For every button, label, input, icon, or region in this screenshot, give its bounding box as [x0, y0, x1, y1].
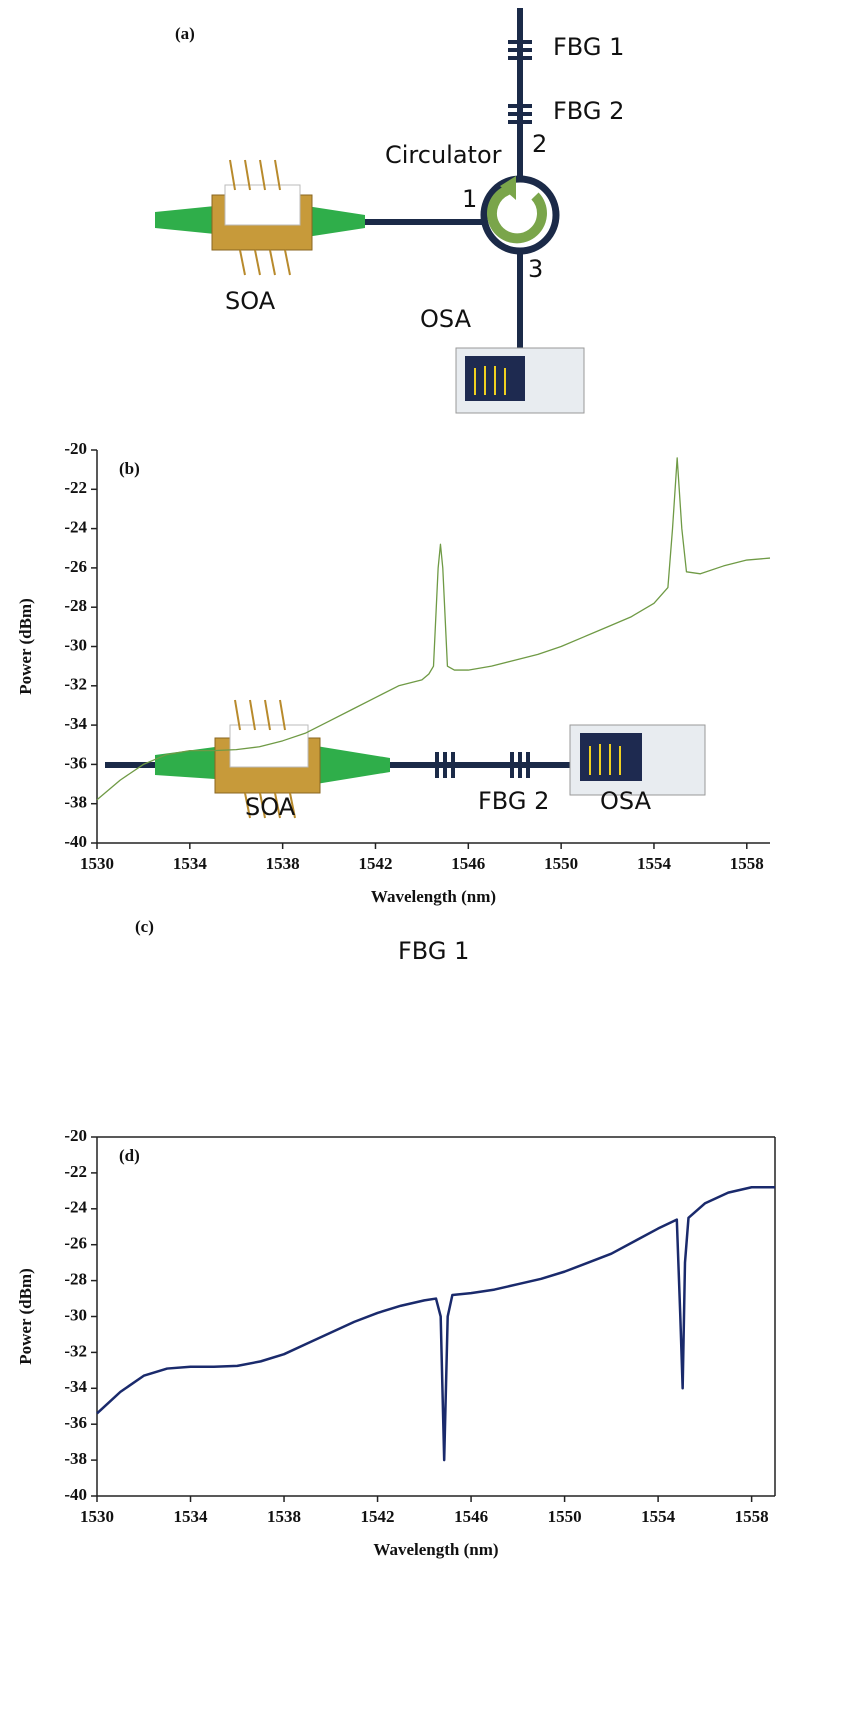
port-label: 3 — [528, 255, 543, 283]
x-tick-label: 1550 — [544, 854, 578, 873]
y-tick-label: -24 — [64, 518, 87, 537]
circulator-arrow-head — [500, 176, 516, 200]
x-tick-label: 1534 — [173, 854, 208, 873]
y-tick-label: -20 — [64, 439, 87, 458]
y-tick-label: -26 — [64, 1234, 87, 1253]
osa-label: OSA — [420, 305, 472, 333]
x-tick-label: 1546 — [454, 1507, 488, 1526]
y-tick-label: -40 — [64, 1485, 87, 1504]
y-tick-label: -40 — [64, 832, 87, 851]
x-tick-label: 1542 — [358, 854, 392, 873]
fbg-label: FBG 2 — [478, 787, 549, 815]
x-tick-label: 1546 — [451, 854, 485, 873]
chart: -40 -38 -36 -34 -32 -30 -28 -26 -24 -22 -20 1530 153… — [16, 439, 771, 906]
y-tick-label: -30 — [64, 635, 87, 654]
y-tick-label: -38 — [64, 1449, 87, 1468]
x-tick-label: 1542 — [361, 1507, 395, 1526]
x-tick-label: 1530 — [80, 854, 114, 873]
y-tick-label: -36 — [64, 1413, 87, 1432]
panel-label: (c) — [135, 917, 154, 936]
x-tick-label: 1558 — [735, 1507, 769, 1526]
y-tick-label: -34 — [64, 714, 87, 733]
y-tick-label: -22 — [64, 478, 87, 497]
y-tick-label: -24 — [64, 1198, 87, 1217]
osa-device — [455, 347, 585, 414]
x-axis-label: Wavelength (nm) — [373, 1540, 498, 1559]
soa-label: SOA — [225, 287, 276, 315]
y-tick-label: -34 — [64, 1377, 87, 1396]
panel-label: (d) — [119, 1146, 140, 1165]
port-label: 2 — [532, 130, 547, 158]
y-tick-label: -20 — [64, 1126, 87, 1145]
fbg-marker — [435, 752, 455, 778]
port-label: 1 — [462, 185, 477, 213]
x-tick-label: 1538 — [267, 1507, 301, 1526]
panel-label: (b) — [119, 459, 140, 478]
fbg-marker — [508, 104, 532, 124]
diagram-a: (a) FBG 1 FBG 2 Circulator 1 2 3 SOA OSA — [155, 8, 624, 414]
diagram-c: (c) FBG 1 FBG 2 SOA OSA — [105, 699, 706, 965]
osa-device — [569, 724, 706, 796]
x-tick-label: 1558 — [730, 854, 764, 873]
data-line — [96, 1186, 775, 1462]
x-tick-label: 1530 — [80, 1507, 114, 1526]
x-axis-label: Wavelength (nm) — [371, 887, 496, 906]
x-tick-label: 1554 — [641, 1507, 676, 1526]
fbg-marker — [508, 40, 532, 60]
y-tick-label: -32 — [64, 1341, 87, 1360]
circulator-arrow — [487, 185, 547, 244]
x-tick-label: 1554 — [637, 854, 672, 873]
data-line — [96, 457, 771, 801]
y-axis-label: Power (dBm) — [16, 598, 35, 694]
y-axis-label: Power (dBm) — [16, 1268, 35, 1364]
x-tick-label: 1534 — [174, 1507, 209, 1526]
fbg-label: FBG 1 — [398, 937, 469, 965]
y-tick-label: -28 — [64, 1270, 87, 1289]
fbg-marker — [510, 752, 530, 778]
y-tick-label: -36 — [64, 753, 87, 772]
y-tick-label: -22 — [64, 1162, 87, 1181]
soa-label: SOA — [245, 793, 296, 821]
fbg-label: FBG 2 — [553, 97, 624, 125]
chart: -40 -38 -36 -34 -32 -30 -28 -26 -24 -22 -20 1530 153… — [16, 1126, 776, 1559]
panel-label: (a) — [175, 24, 195, 43]
circulator-label: Circulator — [385, 141, 502, 169]
osa-label: OSA — [600, 787, 652, 815]
y-tick-label: -30 — [64, 1305, 87, 1324]
soa-device — [155, 159, 365, 276]
y-tick-label: -26 — [64, 557, 87, 576]
y-tick-label: -28 — [64, 596, 87, 615]
x-tick-label: 1538 — [266, 854, 300, 873]
y-tick-label: -38 — [64, 793, 87, 812]
fbg-label: FBG 1 — [553, 33, 624, 61]
x-tick-label: 1550 — [548, 1507, 582, 1526]
y-tick-label: -32 — [64, 675, 87, 694]
soa-device — [155, 699, 390, 819]
